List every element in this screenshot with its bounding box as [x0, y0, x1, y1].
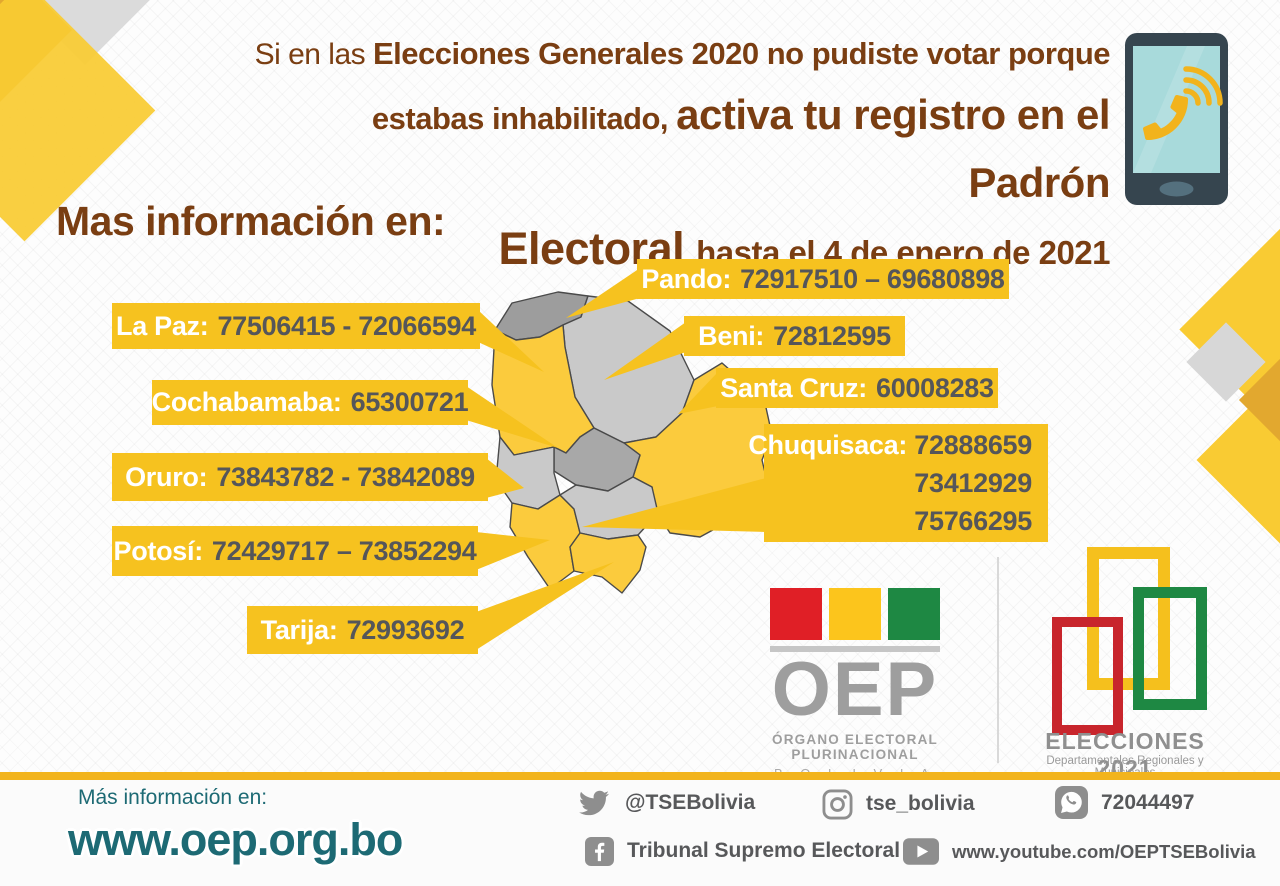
label-beni: Beni: 72812595 — [684, 316, 905, 356]
twitter-icon — [579, 790, 610, 816]
youtube-url: www.youtube.com/OEPTSEBolivia — [952, 840, 1256, 862]
label-potosi: Potosí: 72429717 – 73852294 — [112, 526, 478, 576]
label-cochabamba-name: Cochabamaba: — [151, 387, 342, 417]
label-chuquisaca: Chuquisaca: 72888659 73412929 75766295 — [748, 424, 1048, 542]
facebook-icon — [585, 836, 614, 866]
oep-logo: OEP ÓRGANO ELECTORAL PLURINACIONAL B O L… — [745, 588, 965, 781]
whatsapp-icon — [1055, 786, 1088, 819]
label-chuquisaca-numbers-3: 75766295 — [914, 506, 1032, 536]
label-oruro-name: Oruro: — [125, 461, 208, 492]
label-pando-name: Pando: — [641, 263, 732, 294]
label-la-paz: La Paz: 77506415 - 72066594 — [112, 303, 480, 349]
section-heading: Mas información en: — [56, 198, 446, 244]
label-tarija: Tarija: 72993692 — [247, 606, 478, 654]
elecciones-green-frame — [1133, 587, 1207, 710]
oep-flag-squares — [770, 588, 940, 652]
label-potosi-name: Potosí: — [113, 535, 204, 566]
header-line-2: estabas inhabilitado, activa tu registro… — [371, 91, 1111, 206]
label-tarija-name: Tarija: — [260, 614, 338, 645]
phone-home-button — [1159, 181, 1194, 197]
header-line-1: Si en las Elecciones Generales 2020 no p… — [254, 36, 1111, 71]
map-region-tarija — [569, 532, 647, 594]
whatsapp-number: 72044497 — [1101, 790, 1195, 814]
map-region-potosi — [509, 494, 581, 590]
oep-acronym: OEP — [771, 647, 939, 732]
label-tarija-numbers: 72993692 — [346, 614, 465, 645]
oep-org-name: ÓRGANO ELECTORAL PLURINACIONAL — [772, 732, 938, 762]
phone-icon — [1125, 33, 1228, 205]
flag-green-square — [888, 588, 940, 640]
social-twitter: @TSEBolivia — [576, 786, 755, 820]
flag-red-square — [770, 588, 822, 640]
elecciones-red-frame — [1052, 617, 1123, 735]
label-cochabamba-numbers: 65300721 — [350, 387, 469, 417]
label-santa-cruz: Santa Cruz: 60008283 — [716, 368, 998, 408]
call-icon — [1142, 66, 1223, 141]
label-santa-cruz-numbers: 60008283 — [875, 372, 994, 403]
label-beni-numbers: 72812595 — [773, 320, 891, 351]
social-youtube: www.youtube.com/OEPTSEBolivia — [903, 838, 1256, 865]
label-chuquisaca-name: Chuquisaca: — [748, 430, 908, 460]
footer-gold-bar — [0, 772, 1280, 780]
label-cochabamba: Cochabamaba: 65300721 — [151, 380, 469, 425]
social-facebook: Tribunal Supremo Electoral — [585, 836, 900, 866]
label-la-paz-numbers: 77506415 - 72066594 — [217, 310, 476, 341]
label-pando: Pando: 72917510 – 69680898 — [637, 259, 1009, 299]
label-la-paz-name: La Paz: — [116, 310, 209, 341]
label-beni-name: Beni: — [698, 320, 765, 351]
elecciones-title: ELECCIONES 2021 — [1045, 728, 1205, 781]
label-chuquisaca-numbers: 72888659 — [914, 430, 1032, 460]
label-potosi-numbers: 72429717 – 73852294 — [211, 535, 477, 566]
header-title: Si en las Elecciones Generales 2020 no p… — [225, 28, 1111, 287]
footer-website: www.oep.org.bo — [68, 814, 403, 865]
logo-divider — [997, 557, 999, 763]
footer-more-info: Más información en: — [78, 786, 268, 809]
label-chuquisaca-line1: Chuquisaca: 72888659 — [748, 426, 1032, 464]
instagram-icon — [822, 789, 853, 819]
facebook-page: Tribunal Supremo Electoral — [627, 839, 901, 862]
flag-gray-bar — [770, 646, 940, 652]
twitter-handle: @TSEBolivia — [625, 791, 756, 814]
label-chuquisaca-numbers-2: 73412929 — [914, 468, 1032, 498]
instagram-handle: tse_bolivia — [866, 792, 975, 815]
social-instagram: tse_bolivia — [822, 788, 975, 820]
label-pando-numbers: 72917510 – 69680898 — [740, 263, 1005, 294]
label-oruro-numbers: 73843782 - 73842089 — [216, 461, 475, 492]
label-oruro: Oruro: 73843782 - 73842089 — [112, 453, 488, 501]
youtube-icon — [903, 838, 939, 865]
social-whatsapp: 72044497 — [1055, 786, 1194, 819]
flag-yellow-square — [829, 588, 881, 640]
label-santa-cruz-name: Santa Cruz: — [720, 372, 867, 403]
